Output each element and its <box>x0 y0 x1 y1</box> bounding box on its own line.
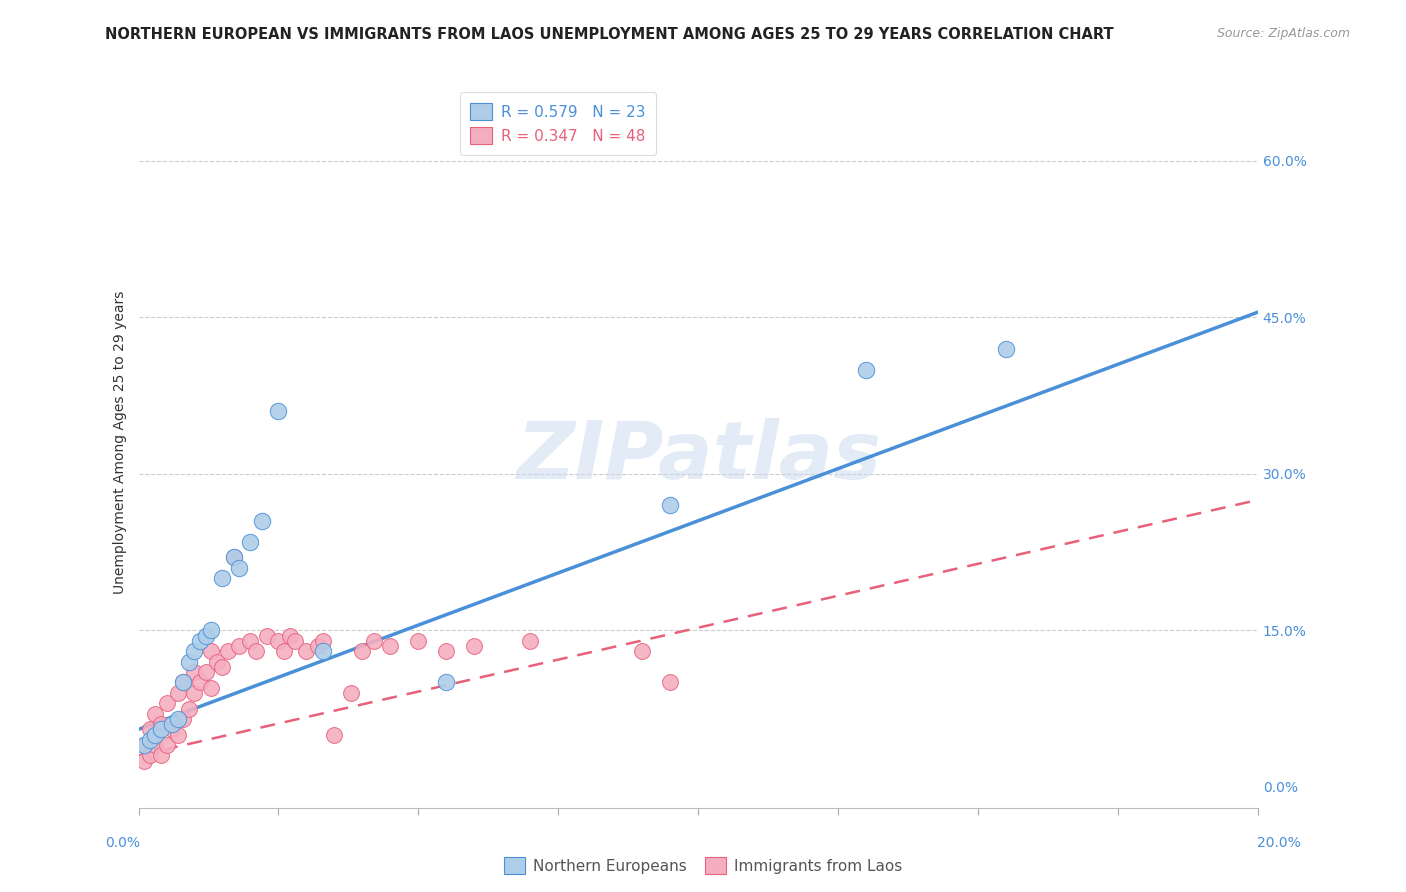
Point <box>177 655 200 669</box>
Point <box>166 728 188 742</box>
Point <box>172 675 194 690</box>
Point <box>352 644 374 658</box>
Point <box>149 717 172 731</box>
Point <box>149 723 172 737</box>
Point <box>239 534 262 549</box>
Point <box>166 712 188 726</box>
Text: Source: ZipAtlas.com: Source: ZipAtlas.com <box>1216 27 1350 40</box>
Point <box>155 696 177 710</box>
Point <box>519 633 541 648</box>
Point <box>222 550 245 565</box>
Text: NORTHERN EUROPEAN VS IMMIGRANTS FROM LAOS UNEMPLOYMENT AMONG AGES 25 TO 29 YEARS: NORTHERN EUROPEAN VS IMMIGRANTS FROM LAO… <box>105 27 1114 42</box>
Legend: Northern Europeans, Immigrants from Laos: Northern Europeans, Immigrants from Laos <box>498 851 908 880</box>
Point <box>183 665 205 679</box>
Point <box>143 728 166 742</box>
Text: 20.0%: 20.0% <box>1257 836 1301 850</box>
Point <box>188 675 211 690</box>
Point <box>138 732 160 747</box>
Point <box>256 628 278 642</box>
Point <box>267 633 290 648</box>
Point <box>205 655 228 669</box>
Point <box>194 628 217 642</box>
Point <box>160 723 183 737</box>
Point <box>200 644 222 658</box>
Point <box>267 404 290 418</box>
Point <box>172 675 194 690</box>
Point <box>138 748 160 763</box>
Point <box>172 712 194 726</box>
Point <box>200 624 222 638</box>
Point <box>155 738 177 752</box>
Point <box>312 644 335 658</box>
Point <box>659 675 682 690</box>
Point <box>380 639 402 653</box>
Point <box>855 362 877 376</box>
Point <box>295 644 318 658</box>
Point <box>340 686 363 700</box>
Point <box>134 738 156 752</box>
Point <box>160 717 183 731</box>
Point <box>177 701 200 715</box>
Point <box>143 706 166 721</box>
Point <box>194 665 217 679</box>
Point <box>307 639 329 653</box>
Point <box>408 633 430 648</box>
Point <box>434 644 457 658</box>
Point <box>217 644 239 658</box>
Point <box>211 660 233 674</box>
Point <box>239 633 262 648</box>
Point <box>143 738 166 752</box>
Point <box>284 633 307 648</box>
Point <box>228 639 250 653</box>
Point <box>200 681 222 695</box>
Point <box>134 738 156 752</box>
Point <box>995 342 1018 356</box>
Point <box>312 633 335 648</box>
Point <box>463 639 485 653</box>
Point <box>323 728 346 742</box>
Point <box>183 686 205 700</box>
Point <box>228 560 250 574</box>
Point <box>434 675 457 690</box>
Point <box>250 514 273 528</box>
Point <box>273 644 295 658</box>
Point <box>631 644 654 658</box>
Point <box>188 633 211 648</box>
Point <box>245 644 267 658</box>
Text: 0.0%: 0.0% <box>105 836 141 850</box>
Point <box>363 633 385 648</box>
Point <box>149 748 172 763</box>
Text: ZIPatlas: ZIPatlas <box>516 418 880 496</box>
Point <box>222 550 245 565</box>
Point <box>183 644 205 658</box>
Point <box>134 754 156 768</box>
Point <box>278 628 301 642</box>
Y-axis label: Unemployment Among Ages 25 to 29 years: Unemployment Among Ages 25 to 29 years <box>114 291 128 594</box>
Point <box>211 571 233 585</box>
Point <box>138 723 160 737</box>
Point <box>659 498 682 512</box>
Legend: R = 0.579   N = 23, R = 0.347   N = 48: R = 0.579 N = 23, R = 0.347 N = 48 <box>460 93 657 154</box>
Point <box>166 686 188 700</box>
